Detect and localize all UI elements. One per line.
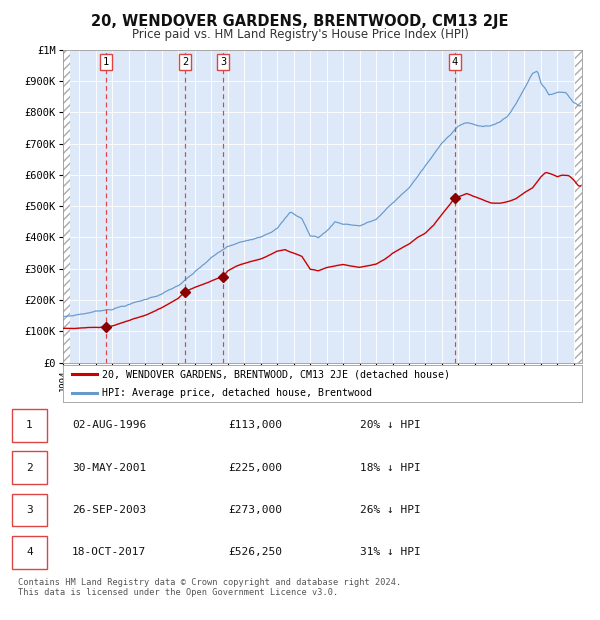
Text: 1: 1: [103, 57, 109, 67]
Text: Contains HM Land Registry data © Crown copyright and database right 2024.
This d: Contains HM Land Registry data © Crown c…: [18, 578, 401, 597]
Bar: [63, 50, 70, 363]
Text: 20, WENDOVER GARDENS, BRENTWOOD, CM13 2JE (detached house): 20, WENDOVER GARDENS, BRENTWOOD, CM13 2J…: [102, 370, 450, 379]
Text: 4: 4: [26, 547, 33, 557]
Text: 2: 2: [26, 463, 33, 472]
Text: 26% ↓ HPI: 26% ↓ HPI: [360, 505, 421, 515]
Text: HPI: Average price, detached house, Brentwood: HPI: Average price, detached house, Bren…: [102, 388, 372, 398]
Text: 3: 3: [220, 57, 226, 67]
Text: 4: 4: [452, 57, 458, 67]
Text: £273,000: £273,000: [228, 505, 282, 515]
Text: £225,000: £225,000: [228, 463, 282, 472]
Text: 02-AUG-1996: 02-AUG-1996: [72, 420, 146, 430]
Text: 2: 2: [182, 57, 188, 67]
Text: 20% ↓ HPI: 20% ↓ HPI: [360, 420, 421, 430]
Text: 30-MAY-2001: 30-MAY-2001: [72, 463, 146, 472]
Text: £526,250: £526,250: [228, 547, 282, 557]
Text: 3: 3: [26, 505, 33, 515]
Text: 1: 1: [26, 420, 33, 430]
Bar: [575, 50, 583, 363]
Text: 18-OCT-2017: 18-OCT-2017: [72, 547, 146, 557]
Text: 20, WENDOVER GARDENS, BRENTWOOD, CM13 2JE: 20, WENDOVER GARDENS, BRENTWOOD, CM13 2J…: [91, 14, 509, 29]
Text: 31% ↓ HPI: 31% ↓ HPI: [360, 547, 421, 557]
Text: 18% ↓ HPI: 18% ↓ HPI: [360, 463, 421, 472]
Text: Price paid vs. HM Land Registry's House Price Index (HPI): Price paid vs. HM Land Registry's House …: [131, 28, 469, 41]
Text: £113,000: £113,000: [228, 420, 282, 430]
Text: 26-SEP-2003: 26-SEP-2003: [72, 505, 146, 515]
